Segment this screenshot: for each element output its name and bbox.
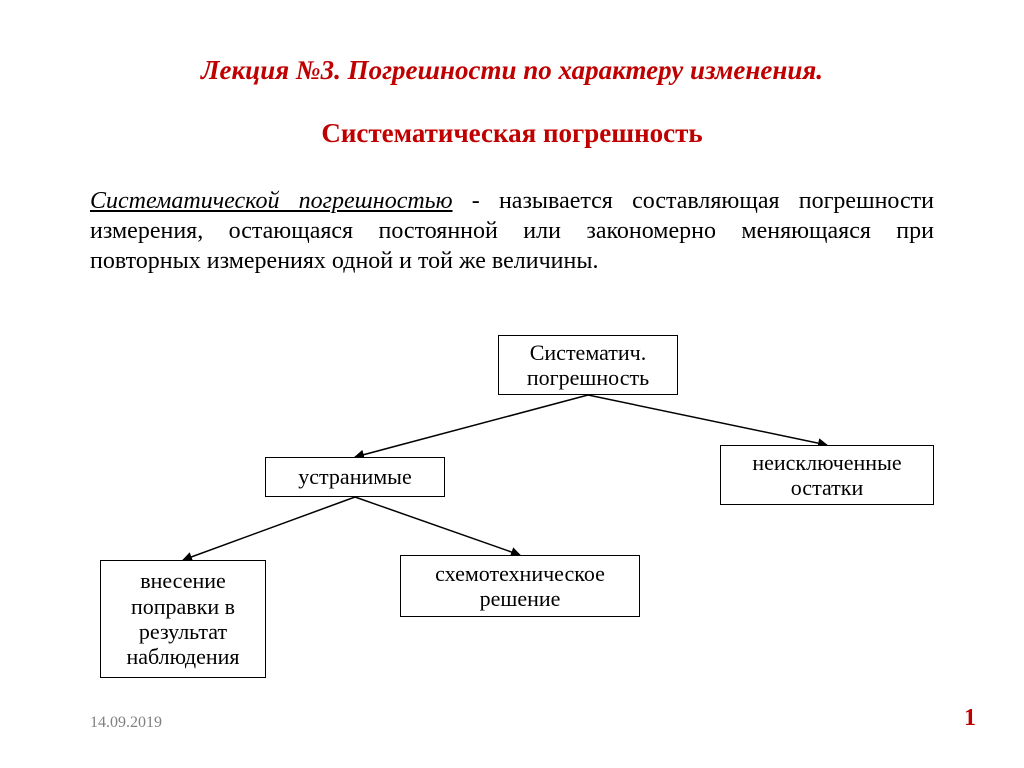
edge-n1-n4	[355, 497, 520, 555]
lecture-title-line1: Лекция №3. Погрешности по характеру изме…	[0, 55, 1024, 86]
diagram-node-n4: схемотехническое решение	[400, 555, 640, 617]
edge-root-n2	[588, 395, 827, 445]
edge-n1-n3	[183, 497, 355, 560]
edge-root-n1	[355, 395, 588, 457]
diagram-node-root: Систематич. погрешность	[498, 335, 678, 395]
footer-date: 14.09.2019	[90, 714, 162, 732]
lecture-title-line2: Систематическая погрешность	[0, 118, 1024, 149]
diagram-node-n2: неисключенные остатки	[720, 445, 934, 505]
diagram-node-n1: устранимые	[265, 457, 445, 497]
page-number: 1	[964, 705, 976, 732]
diagram-node-n3: внесение поправки в результат наблюдения	[100, 560, 266, 678]
slide: Лекция №3. Погрешности по характеру изме…	[0, 0, 1024, 768]
definition-paragraph: Систематической погрешностью - называетс…	[90, 186, 934, 276]
definition-term: Систематической погрешностью	[90, 188, 453, 214]
